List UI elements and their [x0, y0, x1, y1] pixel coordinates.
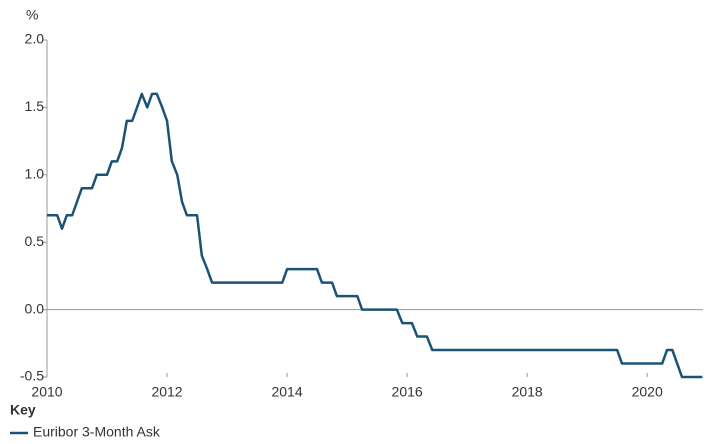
y-tick-label: -0.5: [20, 368, 44, 384]
y-tick-label: 1.5: [25, 98, 45, 114]
x-tick-label: 2012: [151, 384, 182, 400]
y-tick-label: 0.5: [25, 233, 45, 249]
x-tick-label: 2014: [271, 384, 302, 400]
y-tick-label: 0.0: [25, 300, 45, 316]
series-line: [47, 92, 703, 379]
y-axis-label: %: [26, 7, 38, 23]
legend-label: Euribor 3-Month Ask: [33, 424, 161, 440]
x-tick-label: 2010: [31, 384, 62, 400]
x-tick-label: 2020: [632, 384, 663, 400]
y-tick-label: 1.0: [25, 166, 45, 182]
legend-title: Key: [10, 402, 36, 418]
x-tick-label: 2016: [392, 384, 423, 400]
y-tick-label: 2.0: [25, 31, 45, 47]
x-tick-label: 2018: [512, 384, 543, 400]
